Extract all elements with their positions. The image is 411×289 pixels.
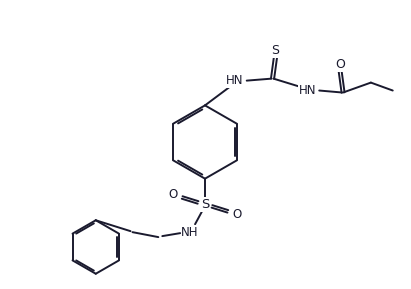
Text: HN: HN (298, 84, 316, 97)
Text: O: O (335, 58, 345, 71)
Text: O: O (232, 208, 241, 221)
Text: HN: HN (226, 74, 244, 87)
Text: O: O (169, 188, 178, 201)
Text: S: S (272, 45, 279, 58)
Text: S: S (201, 198, 209, 211)
Text: NH: NH (181, 226, 199, 239)
